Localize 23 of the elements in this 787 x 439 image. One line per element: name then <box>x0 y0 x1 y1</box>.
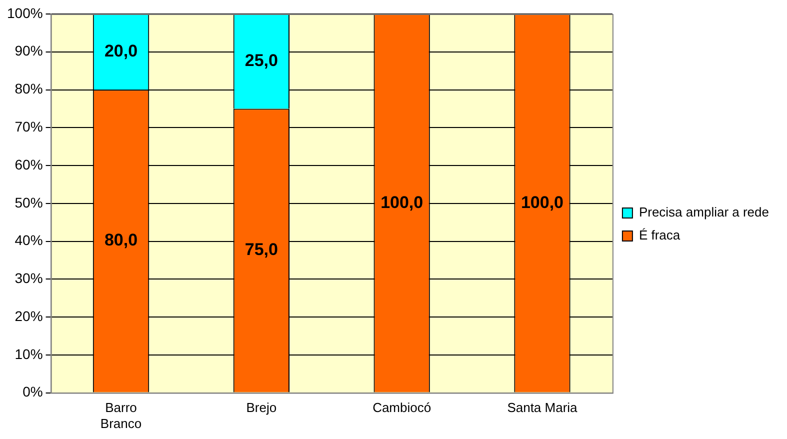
data-label: 100,0 <box>520 192 564 212</box>
y-tick-label: 30% <box>14 270 43 286</box>
data-label: 100,0 <box>380 192 424 212</box>
y-tick-label: 90% <box>14 42 43 59</box>
data-label: 75,0 <box>244 240 278 260</box>
data-label: 25,0 <box>244 51 278 70</box>
y-tick-label: 60% <box>14 156 43 172</box>
y-tick-label: 10% <box>14 346 43 362</box>
y-tick-label: 80% <box>14 80 43 97</box>
y-tick-label: 0% <box>22 384 43 400</box>
x-tick-label: Santa Maria <box>507 400 578 416</box>
x-tick-label: Cambiocó <box>372 400 432 416</box>
x-tick-label: Brejo <box>246 400 277 416</box>
y-tick-label: 50% <box>14 194 43 210</box>
legend-label: Precisa ampliar a rede <box>638 204 770 220</box>
y-tick-label: 20% <box>14 308 43 324</box>
y-tick-label: 70% <box>14 118 43 134</box>
data-label: 80,0 <box>104 230 138 250</box>
data-label: 20,0 <box>104 42 138 61</box>
legend-label: É fraca <box>638 228 681 243</box>
y-tick-label: 100% <box>6 4 43 21</box>
y-tick-label: 40% <box>14 232 43 248</box>
x-tick-label: Barro Branco <box>100 400 142 431</box>
